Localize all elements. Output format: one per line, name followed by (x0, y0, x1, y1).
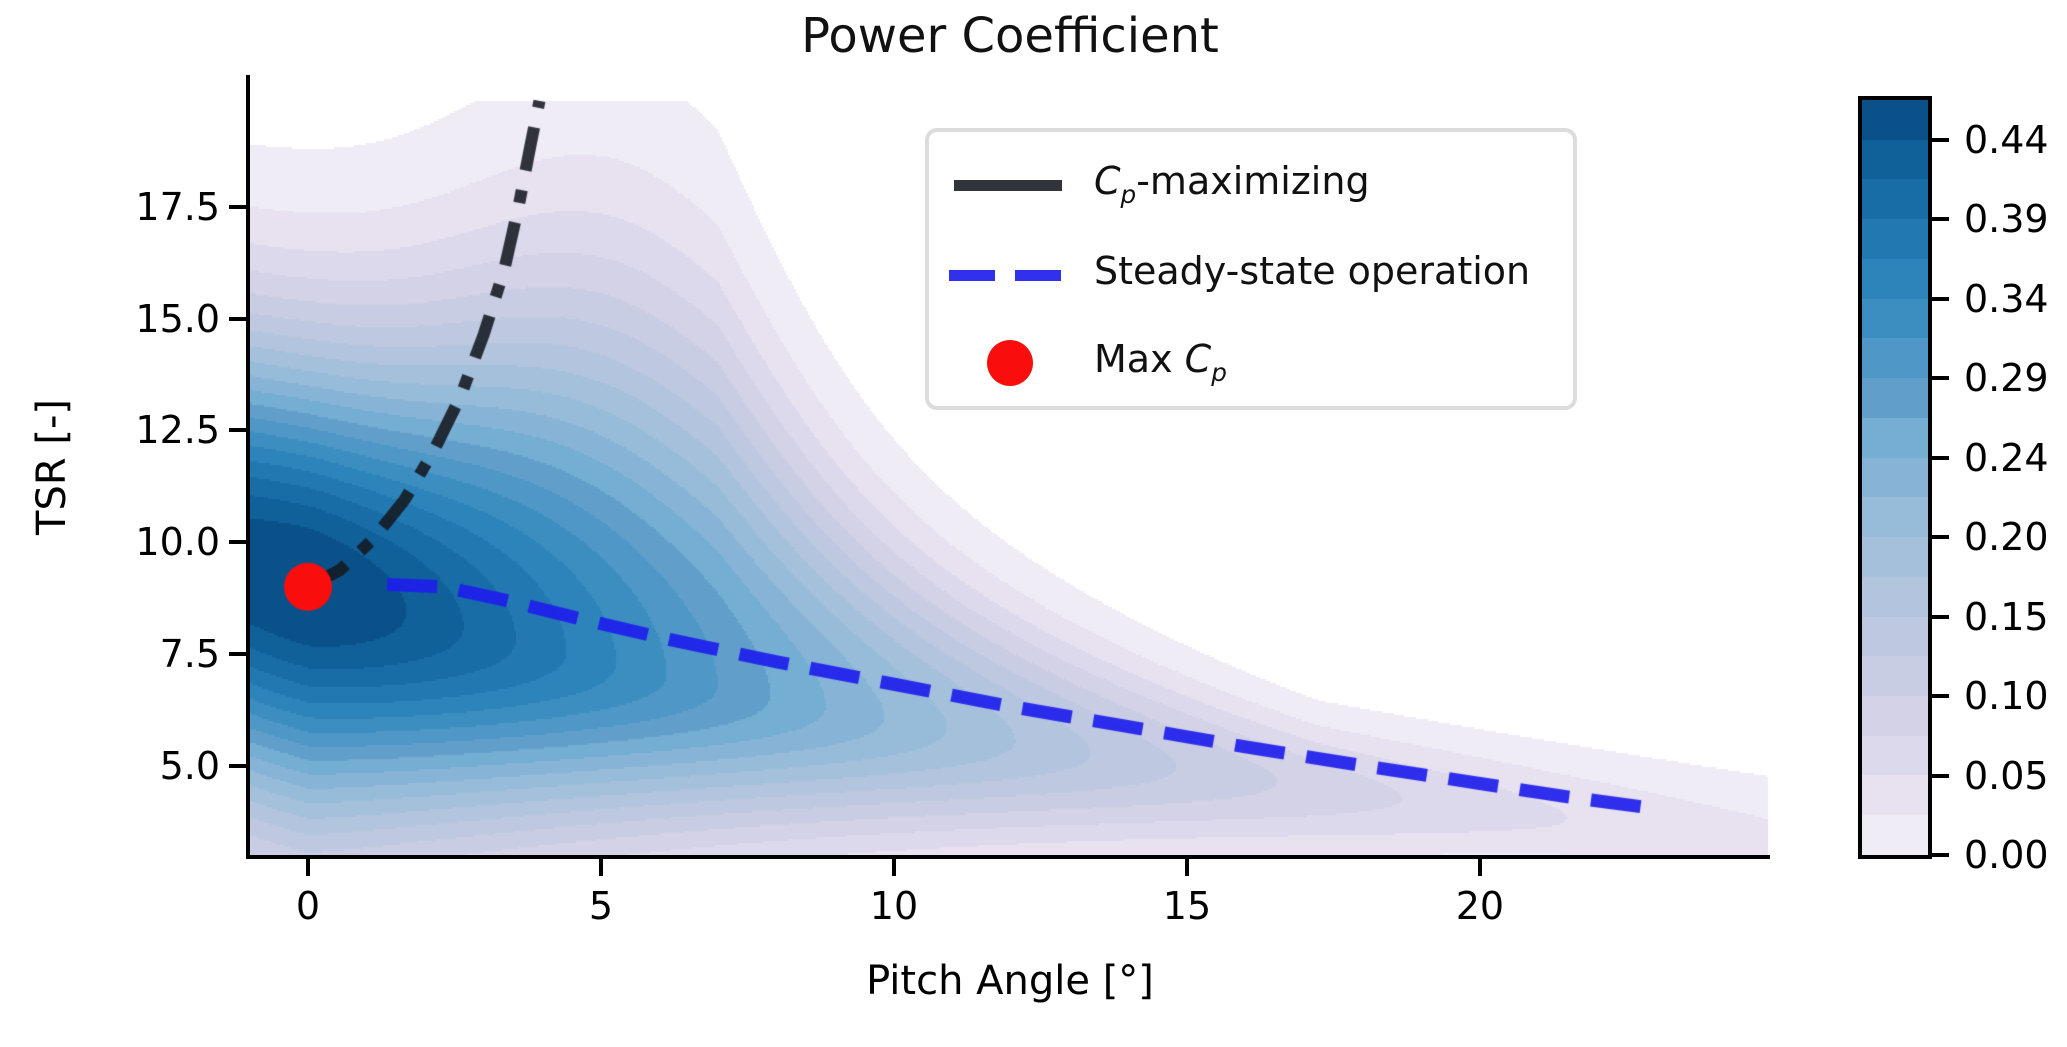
legend-item-max-cp: Max Cp (929, 332, 1573, 392)
x-tick-mark (1477, 859, 1482, 876)
legend-label-max-cp: Max Cp (1094, 337, 1227, 387)
y-axis-spine (246, 75, 250, 859)
y-tick-label: 10.0 (135, 520, 220, 565)
colorbar-band (1862, 139, 1928, 180)
x-tick-label: 10 (869, 884, 919, 928)
dashdot-line-swatch-icon (949, 154, 1079, 214)
colorbar-tick-mark (1928, 694, 1949, 699)
colorbar-band (1862, 378, 1928, 418)
y-tick-label: 12.5 (135, 408, 220, 453)
colorbar-band (1862, 219, 1928, 259)
y-tick-mark (229, 763, 246, 768)
x-tick-label: 15 (1162, 884, 1212, 928)
colorbar-tick-mark (1928, 217, 1949, 222)
colorbar-tick-mark (1928, 614, 1949, 619)
colorbar-band (1862, 179, 1928, 220)
x-tick-label: 0 (295, 884, 321, 928)
colorbar-band (1862, 735, 1928, 776)
colorbar-band (1862, 457, 1928, 498)
dash-icon (949, 270, 995, 281)
colorbar-band (1862, 258, 1928, 299)
colorbar-band (1862, 100, 1928, 140)
colorbar-tick-label: 0.00 (1964, 833, 2049, 877)
x-tick-mark (891, 859, 896, 876)
colorbar-band (1862, 338, 1928, 379)
x-axis-spine (246, 855, 1770, 859)
red-dot-icon (987, 340, 1033, 386)
colorbar-band (1862, 696, 1928, 736)
chart-title: Power Coefficient (801, 8, 1219, 64)
colorbar-band (1862, 656, 1928, 697)
colorbar-tick-mark (1928, 853, 1949, 857)
y-tick-mark (229, 316, 246, 321)
y-tick-label: 17.5 (135, 184, 220, 229)
colorbar (1858, 96, 1932, 859)
y-tick-mark (229, 204, 246, 209)
colorbar-tick-mark (1928, 296, 1949, 301)
y-axis-label: TSR [-] (29, 399, 75, 535)
colorbar-tick-mark (1928, 535, 1949, 540)
x-tick-mark (598, 859, 603, 876)
colorbar-tick-label: 0.10 (1964, 674, 2049, 719)
y-tick-label: 15.0 (135, 296, 220, 341)
x-tick-mark (306, 859, 310, 876)
colorbar-band (1862, 298, 1928, 339)
colorbar-band (1862, 497, 1928, 538)
colorbar-tick-label: 0.20 (1964, 515, 2049, 560)
y-tick-mark (229, 428, 246, 433)
legend-label-var: C (1094, 159, 1121, 204)
y-tick-mark (229, 651, 246, 656)
y-tick-label: 5.0 (159, 743, 220, 788)
x-axis-label: Pitch Angle [°] (866, 958, 1154, 1004)
y-tick-label: 7.5 (159, 631, 220, 676)
dash-icon (1015, 270, 1061, 281)
colorbar-tick-label: 0.29 (1964, 356, 2049, 401)
colorbar-tick-mark (1928, 137, 1949, 142)
colorbar-band (1862, 616, 1928, 657)
colorbar-tick-mark (1928, 455, 1949, 460)
y-tick-mark (229, 540, 246, 545)
colorbar-tick-label: 0.39 (1964, 197, 2049, 242)
legend-label-var: C (1184, 337, 1212, 382)
legend-label-cp-maximizing: Cp-maximizing (1094, 159, 1370, 209)
colorbar-tick-label: 0.34 (1964, 276, 2049, 321)
colorbar-tick-mark (1928, 376, 1949, 381)
legend-item-steady-state: Steady-state operation (929, 244, 1573, 304)
legend-label-sub: p (1120, 179, 1137, 209)
colorbar-tick-label: 0.05 (1964, 753, 2049, 798)
legend-label-sub: p (1211, 357, 1227, 387)
x-tick-label: 20 (1455, 884, 1505, 928)
legend-label-steady-state: Steady-state operation (1094, 249, 1530, 299)
colorbar-band (1862, 815, 1928, 855)
legend: Cp-maximizing Steady-state operation Max… (925, 128, 1577, 410)
x-tick-label: 5 (588, 884, 614, 928)
dashdot-line-icon (954, 180, 1062, 191)
colorbar-band (1862, 417, 1928, 458)
marker-swatch-icon (949, 332, 1079, 392)
colorbar-tick-label: 0.44 (1964, 117, 2049, 162)
legend-label-rest: -maximizing (1136, 159, 1370, 204)
colorbar-band (1862, 537, 1928, 577)
legend-item-cp-maximizing: Cp-maximizing (929, 154, 1573, 214)
legend-label-rest: Steady-state operation (1094, 249, 1531, 294)
colorbar-tick-mark (1928, 773, 1949, 778)
dashed-line-swatch-icon (949, 244, 1079, 304)
colorbar-tick-label: 0.24 (1964, 435, 2049, 480)
x-tick-mark (1184, 859, 1189, 876)
colorbar-tick-label: 0.15 (1964, 594, 2049, 639)
legend-label-pre: Max (1094, 337, 1185, 382)
colorbar-band (1862, 775, 1928, 816)
colorbar-band (1862, 576, 1928, 617)
